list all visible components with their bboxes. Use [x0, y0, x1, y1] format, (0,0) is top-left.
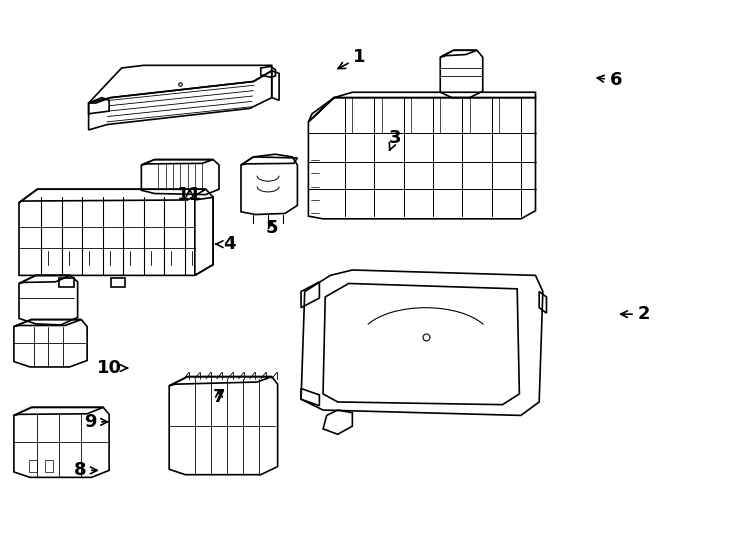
Text: 6: 6 [597, 71, 622, 90]
Text: 1: 1 [338, 48, 366, 69]
Text: 5: 5 [266, 219, 278, 237]
Text: 11: 11 [177, 186, 202, 204]
Text: 3: 3 [388, 129, 401, 150]
Text: 4: 4 [217, 235, 236, 253]
Text: 9: 9 [84, 413, 107, 431]
Text: 8: 8 [73, 461, 97, 480]
Text: 2: 2 [621, 305, 650, 323]
Text: 10: 10 [97, 359, 128, 377]
Text: 7: 7 [213, 388, 225, 406]
